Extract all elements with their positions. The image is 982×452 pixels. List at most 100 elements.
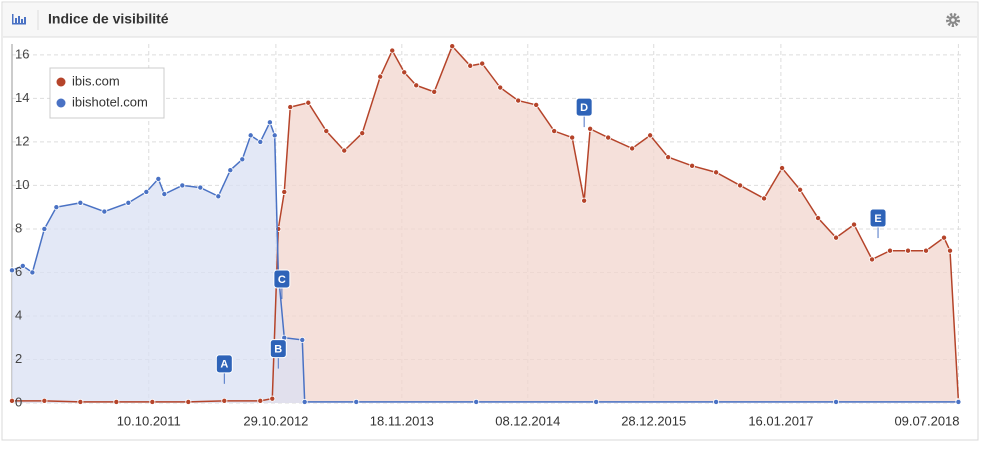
- data-point: [143, 188, 150, 195]
- y-tick-label: 10: [15, 177, 29, 192]
- data-point: [797, 186, 804, 193]
- data-point: [359, 130, 366, 137]
- data-point: [305, 99, 312, 106]
- y-tick-label: 2: [15, 351, 22, 366]
- data-point: [605, 134, 612, 141]
- data-point: [149, 398, 156, 405]
- settings-gear[interactable]: [946, 13, 960, 27]
- data-point: [833, 234, 840, 241]
- data-point: [161, 191, 168, 198]
- annotation-flag: [215, 354, 233, 374]
- annotation-label: E: [874, 213, 881, 225]
- data-point: [593, 398, 600, 405]
- data-point: [629, 145, 636, 152]
- data-point: [8, 397, 15, 404]
- data-point: [689, 162, 696, 169]
- y-tick-label: 8: [15, 220, 22, 235]
- data-point: [227, 167, 234, 174]
- panel-title: Indice de visibilité: [48, 11, 169, 27]
- data-point: [257, 397, 264, 404]
- data-point: [179, 182, 186, 189]
- data-point: [77, 398, 84, 405]
- data-point: [281, 188, 288, 195]
- data-point: [737, 182, 744, 189]
- data-point: [113, 398, 120, 405]
- y-tick-label: 12: [15, 133, 29, 148]
- y-tick-label: 14: [15, 90, 29, 105]
- x-tick-label: 08.12.2014: [495, 413, 560, 428]
- legend-label: ibis.com: [72, 73, 120, 88]
- legend-marker: [56, 98, 66, 108]
- data-point: [851, 221, 858, 228]
- x-tick-label: 28.12.2015: [621, 413, 686, 428]
- x-tick-label: 16.01.2017: [748, 413, 813, 428]
- data-point: [269, 395, 276, 402]
- data-point: [467, 62, 474, 69]
- data-point: [266, 119, 273, 126]
- annotation-label: D: [580, 102, 588, 114]
- data-point: [713, 398, 720, 405]
- data-point: [833, 398, 840, 405]
- x-tick-label: 10.10.2011: [117, 413, 181, 428]
- data-point: [647, 132, 654, 139]
- annotation-label: B: [274, 344, 282, 356]
- data-point: [479, 60, 486, 67]
- data-point: [569, 134, 576, 141]
- data-point: [239, 156, 246, 163]
- data-point: [299, 336, 306, 343]
- data-point: [905, 247, 912, 254]
- annotation-label: A: [220, 359, 228, 371]
- data-point: [401, 69, 408, 76]
- data-point: [185, 398, 192, 405]
- data-point: [587, 125, 594, 132]
- data-point: [215, 193, 222, 200]
- data-point: [125, 199, 132, 206]
- legend-label: ibishotel.com: [72, 94, 148, 109]
- data-point: [19, 262, 26, 269]
- annotation-flag: [269, 339, 287, 359]
- data-point: [449, 43, 456, 50]
- data-point: [323, 128, 330, 135]
- data-point: [287, 104, 294, 111]
- data-point: [551, 128, 558, 135]
- data-point: [815, 215, 822, 222]
- chart-icon: [12, 14, 26, 25]
- data-point: [8, 267, 15, 274]
- data-point: [197, 184, 204, 191]
- y-tick-label: 16: [15, 46, 29, 61]
- y-tick-label: 0: [15, 394, 22, 409]
- data-point: [581, 197, 588, 204]
- y-tick-label: 6: [15, 264, 22, 279]
- data-point: [473, 398, 480, 405]
- data-point: [257, 138, 264, 145]
- data-point: [955, 398, 962, 405]
- data-point: [515, 97, 522, 104]
- annotation-flag: [575, 97, 593, 117]
- data-point: [389, 47, 396, 54]
- annotation-flag: [273, 269, 291, 289]
- data-point: [497, 84, 504, 91]
- data-point: [41, 397, 48, 404]
- annotation-label: C: [278, 274, 286, 286]
- data-point: [77, 199, 84, 206]
- data-point: [413, 82, 420, 89]
- data-point: [869, 256, 876, 263]
- x-tick-label: 29.10.2012: [243, 413, 308, 428]
- data-point: [761, 195, 768, 202]
- data-point: [341, 147, 348, 154]
- data-point: [271, 132, 278, 139]
- data-point: [353, 398, 360, 405]
- data-point: [713, 169, 720, 176]
- data-point: [941, 234, 948, 241]
- data-point: [101, 208, 108, 215]
- annotation-flag: [869, 208, 887, 228]
- data-point: [923, 247, 930, 254]
- legend-marker: [56, 77, 66, 87]
- data-point: [947, 247, 954, 254]
- data-point: [665, 154, 672, 161]
- legend-box: [49, 67, 165, 119]
- panel-header: [3, 3, 977, 37]
- data-point: [29, 269, 36, 276]
- x-tick-label: 09.07.2018: [894, 413, 959, 428]
